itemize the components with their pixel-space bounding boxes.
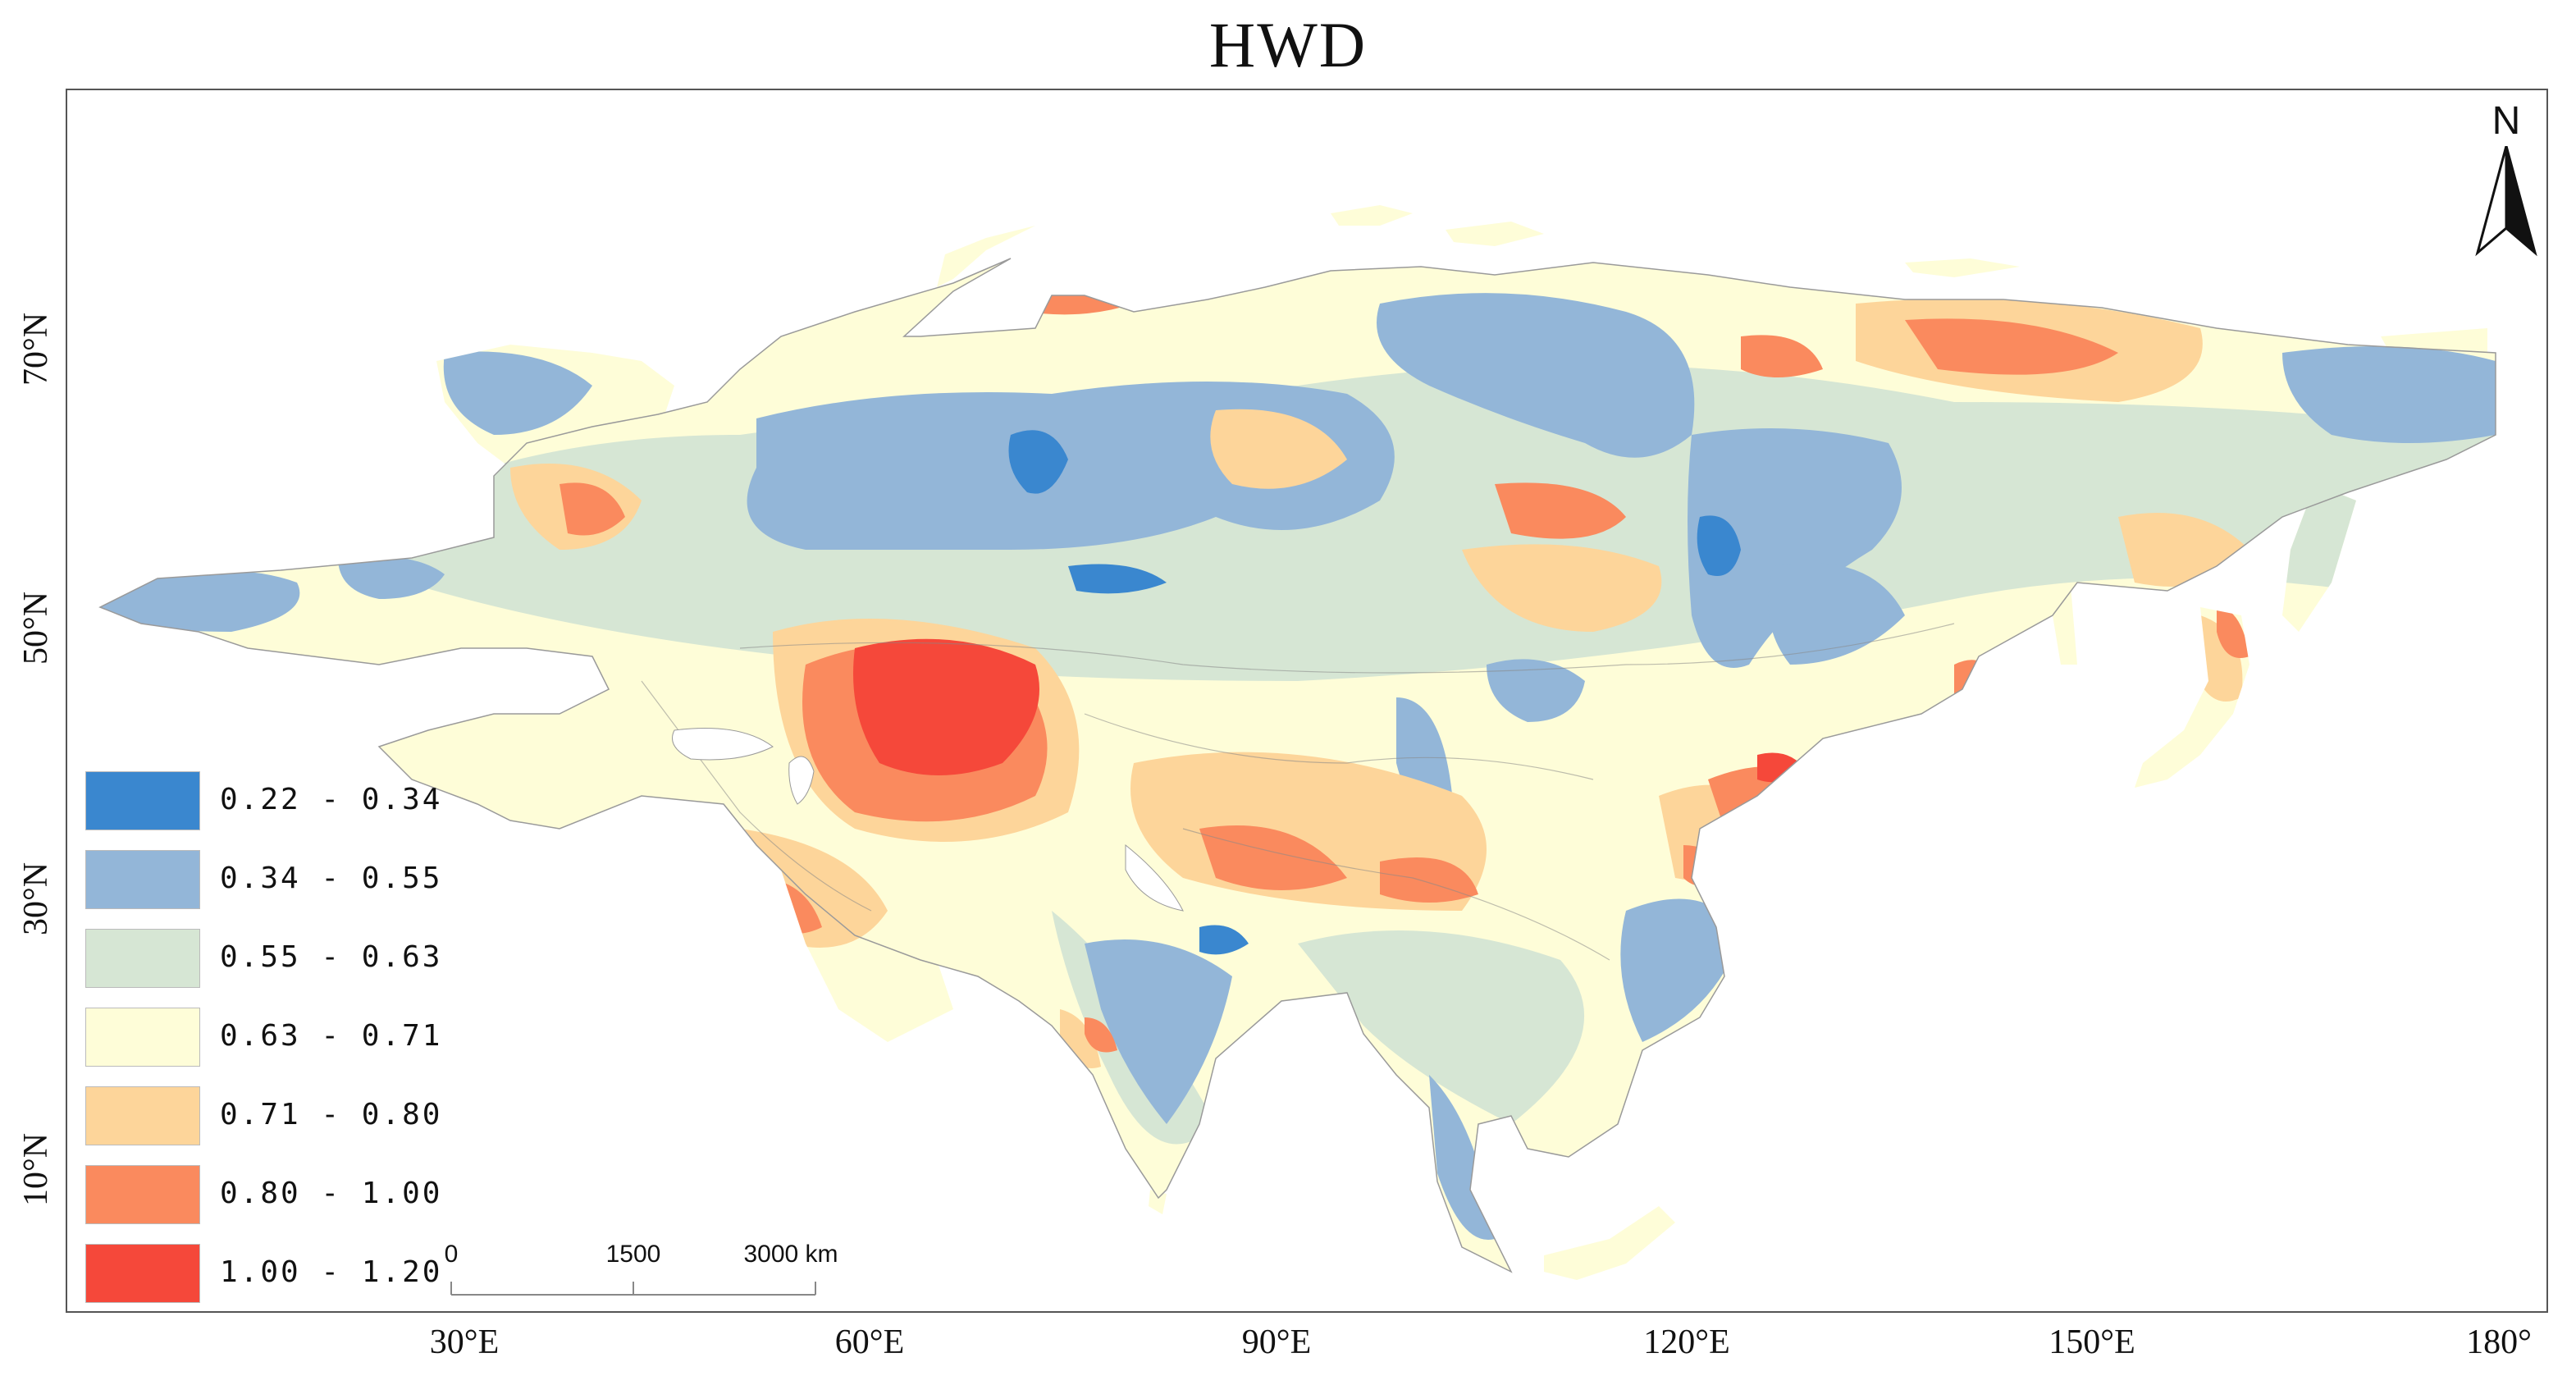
legend-label: 0.34 - 0.55: [220, 862, 443, 895]
coastline: [98, 258, 2496, 1273]
legend-label: 0.22 - 0.34: [220, 783, 443, 816]
legend-swatch: [85, 1244, 200, 1303]
legend-swatch: [85, 850, 200, 909]
legend-item: 0.63 - 0.71: [85, 1008, 440, 1070]
scale-bar-line: [450, 1282, 816, 1296]
map-title: HWD: [1208, 9, 1368, 80]
legend-swatch: [85, 1008, 200, 1067]
legend-label: 0.71 - 0.80: [220, 1098, 443, 1131]
north-label: N: [2492, 99, 2521, 143]
legend-swatch: [85, 1086, 200, 1145]
lat-label-70n: 70°N: [17, 312, 55, 386]
lat-label-50n: 50°N: [17, 591, 55, 665]
north-arrow: N: [2469, 98, 2543, 263]
legend-item: 1.00 - 1.20: [85, 1244, 440, 1306]
legend-item: 0.34 - 0.55: [85, 850, 440, 912]
legend-label: 0.80 - 1.00: [220, 1177, 443, 1210]
himalaya-gap: [1125, 843, 1184, 912]
map-canvas: [98, 205, 2496, 1280]
scale-bar: 0 1500 3000 km: [444, 1241, 838, 1306]
lon-label-30e: 30°E: [429, 1323, 500, 1361]
caspian-sea: [788, 756, 815, 805]
legend-item: 0.80 - 1.00: [85, 1165, 440, 1227]
black-sea: [672, 728, 774, 761]
scale-label-1500: 1500: [605, 1241, 661, 1268]
legend-label: 0.63 - 0.71: [220, 1019, 443, 1053]
lat-label-30n: 30°N: [17, 862, 55, 935]
lon-label-120e: 120°E: [1643, 1323, 1730, 1361]
lon-label-90e: 90°E: [1241, 1323, 1312, 1361]
scale-label-3000: 3000 km: [743, 1241, 838, 1268]
scale-label-0: 0: [444, 1241, 459, 1268]
lon-label-150e: 150°E: [2048, 1323, 2135, 1361]
legend-item: 0.22 - 0.34: [85, 771, 440, 834]
lon-label-180: 180°: [2466, 1323, 2532, 1361]
legend-label: 1.00 - 1.20: [220, 1255, 443, 1289]
lat-label-10n: 10°N: [17, 1132, 55, 1206]
legend-item: 0.55 - 0.63: [85, 929, 440, 991]
legend-swatch: [85, 929, 200, 988]
map-frame: [66, 89, 2548, 1313]
legend-swatch: [85, 1165, 200, 1224]
legend-label: 0.55 - 0.63: [220, 940, 443, 974]
legend-item: 0.71 - 0.80: [85, 1086, 440, 1149]
lon-label-60e: 60°E: [834, 1323, 905, 1361]
north-arrow-icon: [2475, 146, 2537, 257]
country-borders: [641, 623, 1955, 961]
legend-swatch: [85, 771, 200, 830]
